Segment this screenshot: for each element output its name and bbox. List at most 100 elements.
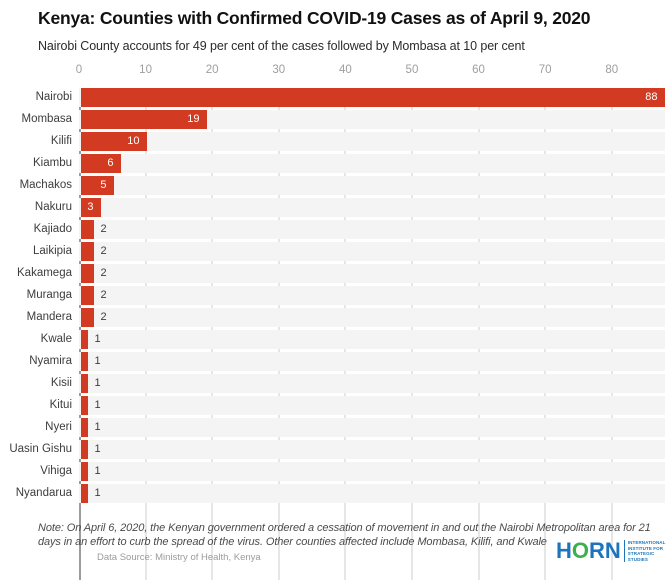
x-tick-label: 20 (205, 64, 219, 76)
bar (80, 461, 88, 481)
bar: 19 (80, 109, 207, 129)
value-label: 19 (187, 112, 200, 125)
bar-row: Nyamira 1 (0, 350, 670, 372)
bar-track: 3 (79, 196, 665, 218)
bar-band (79, 329, 665, 349)
category-label: Mombasa (21, 113, 73, 125)
logo-letter: H (556, 538, 572, 563)
bar-band (79, 197, 665, 217)
bar-row: Laikipia 2 (0, 240, 670, 262)
bar-row: Nairobi 88 (0, 86, 670, 108)
x-tick-label: 60 (472, 64, 485, 76)
bar (80, 483, 88, 503)
category-label: Kilifi (50, 135, 72, 147)
category-label: Kajiado (33, 223, 72, 235)
bar (80, 285, 94, 305)
bar-band (79, 219, 665, 239)
chart-subtitle: Nairobi County accounts for 49 per cent … (38, 39, 525, 53)
bar-track: 19 (79, 108, 665, 130)
bar (80, 241, 94, 261)
bar (80, 395, 88, 415)
bar-row: Machakos 5 (0, 174, 670, 196)
bar-row: Kakamega 2 (0, 262, 670, 284)
x-tick-label: 0 (75, 64, 83, 76)
bar-track: 1 (79, 460, 665, 482)
bar (80, 263, 94, 283)
category-label: Kiambu (33, 157, 72, 169)
value-label: 1 (94, 420, 101, 433)
bar-band (79, 439, 665, 459)
value-label: 1 (94, 398, 101, 411)
bar-band (79, 109, 665, 129)
bar-band (79, 131, 665, 151)
bar-track: 88 (79, 86, 665, 108)
bar-band (79, 153, 665, 173)
bar (80, 439, 88, 459)
bar-track: 2 (79, 262, 665, 284)
category-label: Nyeri (45, 421, 72, 433)
bar-row: Kisii 1 (0, 372, 670, 394)
value-label: 6 (107, 156, 114, 169)
bar-band (79, 241, 665, 261)
horn-logo: HORN INTERNATIONAL INSTITUTE FOR STRATEGIC… (556, 540, 666, 562)
bar-track: 1 (79, 482, 665, 504)
category-label: Nyamira (29, 355, 72, 367)
value-label: 2 (100, 222, 107, 235)
bar-row: Muranga 2 (0, 284, 670, 306)
category-label: Kisii (50, 377, 72, 389)
bar: 3 (80, 197, 101, 217)
value-label: 1 (94, 354, 101, 367)
bar-track: 1 (79, 328, 665, 350)
category-label: Kakamega (17, 267, 72, 279)
bar-track: 1 (79, 350, 665, 372)
bar-track: 10 (79, 130, 665, 152)
bar-track: 6 (79, 152, 665, 174)
category-label: Mandera (26, 311, 72, 323)
bar-band (79, 307, 665, 327)
bar-row: Kilifi 10 (0, 130, 670, 152)
logo-letter: N (604, 538, 621, 563)
horn-logo-word: HORN (556, 540, 621, 562)
bar (80, 417, 88, 437)
category-label: Kwale (40, 333, 72, 345)
bar-band (79, 285, 665, 305)
value-label: 2 (100, 244, 107, 257)
bar-band (79, 483, 665, 503)
bar-band (79, 263, 665, 283)
bar-row: Kiambu 6 (0, 152, 670, 174)
bar-band (79, 395, 665, 415)
logo-tagline-line: INSTITUTE FOR (627, 545, 664, 551)
category-label: Vihiga (40, 465, 72, 477)
logo-letter: R (589, 538, 605, 563)
logo-tagline-line: STRATEGIC (627, 551, 655, 556)
bar-band (79, 175, 665, 195)
bar-row: Nakuru 3 (0, 196, 670, 218)
bar (80, 351, 88, 371)
value-label: 1 (94, 464, 101, 477)
bar-row: Mombasa 19 (0, 108, 670, 130)
category-label: Nairobi (35, 91, 72, 103)
bar: 88 (80, 87, 665, 107)
value-label: 2 (100, 266, 107, 279)
category-label: Nyandarua (15, 487, 72, 499)
bar-track: 1 (79, 438, 665, 460)
bar-band (79, 351, 665, 371)
bar-band (79, 417, 665, 437)
logo-letter: O (571, 538, 590, 563)
bar-row: Nyeri 1 (0, 416, 670, 438)
bar-track: 2 (79, 284, 665, 306)
value-label: 2 (100, 310, 107, 323)
value-label: 1 (94, 442, 101, 455)
category-label: Laikipia (33, 245, 72, 257)
x-tick-label: 80 (605, 64, 619, 76)
x-tick-label: 10 (139, 64, 152, 76)
bar (80, 329, 88, 349)
bar-track: 1 (79, 372, 665, 394)
bar-row: Vihiga 1 (0, 460, 670, 482)
value-label: 3 (87, 200, 94, 213)
bar-rows: Nairobi 88 Mombasa 19 Kilifi 10 Kiambu 6 Machako… (0, 86, 670, 504)
value-label: 1 (94, 376, 101, 389)
bar-band (79, 373, 665, 393)
bar-track: 5 (79, 174, 665, 196)
logo-tagline-line: STUDIES (627, 556, 648, 562)
